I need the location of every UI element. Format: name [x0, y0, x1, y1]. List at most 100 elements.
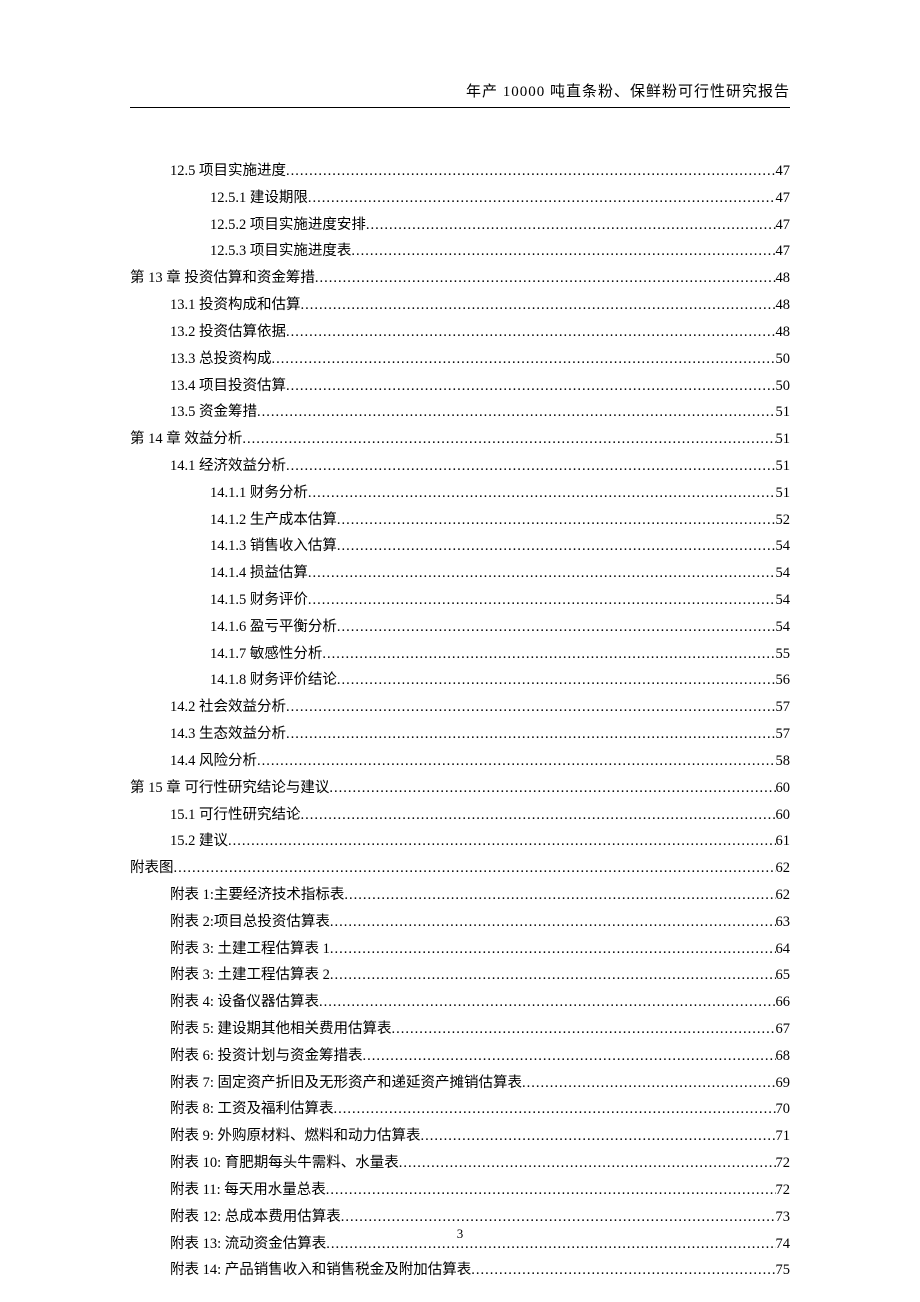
toc-entry-page: 57: [776, 694, 791, 721]
toc-dot-leader: [337, 667, 776, 694]
toc-entry-label: 附表 2:项目总投资估算表: [170, 909, 330, 936]
toc-dot-leader: [301, 292, 776, 319]
toc-dot-leader: [326, 1177, 776, 1204]
toc-entry-label: 附表 3: 土建工程估算表 1: [170, 936, 330, 963]
toc-entry-label: 14.1 经济效益分析: [170, 453, 286, 480]
toc-entry-label: 附表 5: 建设期其他相关费用估算表: [170, 1016, 392, 1043]
toc-dot-leader: [351, 238, 775, 265]
toc-dot-leader: [308, 587, 776, 614]
toc-entry-label: 13.4 项目投资估算: [170, 373, 286, 400]
toc-entry: 13.4 项目投资估算 50: [130, 373, 790, 400]
toc-entry: 附表 5: 建设期其他相关费用估算表67: [130, 1016, 790, 1043]
toc-entry-page: 51: [776, 480, 791, 507]
toc-entry-label: 14.2 社会效益分析: [170, 694, 286, 721]
toc-dot-leader: [308, 560, 776, 587]
toc-entry-page: 62: [776, 855, 791, 882]
toc-entry-label: 附表 7: 固定资产折旧及无形资产和递延资产摊销估算表: [170, 1070, 522, 1097]
toc-dot-leader: [257, 748, 776, 775]
toc-entry-label: 14.3 生态效益分析: [170, 721, 286, 748]
toc-dot-leader: [330, 936, 776, 963]
toc-entry-page: 64: [776, 936, 791, 963]
toc-entry-page: 54: [776, 614, 791, 641]
toc-dot-leader: [319, 989, 775, 1016]
toc-dot-leader: [337, 533, 776, 560]
toc-entry-label: 13.2 投资估算依据: [170, 319, 286, 346]
toc-entry-label: 附表图: [130, 855, 174, 882]
toc-entry: 附表 1:主要经济技术指标表62: [130, 882, 790, 909]
toc-entry-page: 47: [776, 185, 791, 212]
toc-entry-label: 14.1.2 生产成本估算: [210, 507, 337, 534]
toc-entry-page: 47: [776, 158, 791, 185]
toc-dot-leader: [228, 828, 776, 855]
toc-entry-page: 60: [776, 802, 791, 829]
toc-entry-label: 15.1 可行性研究结论: [170, 802, 301, 829]
toc-entry: 附表 11: 每天用水量总表72: [130, 1177, 790, 1204]
toc-entry-label: 14.1.8 财务评价结论: [210, 667, 337, 694]
toc-dot-leader: [421, 1123, 776, 1150]
toc-entry-page: 65: [776, 962, 791, 989]
toc-dot-leader: [471, 1257, 775, 1284]
toc-entry-page: 72: [776, 1150, 791, 1177]
toc-entry: 12.5.2 项目实施进度安排47: [130, 212, 790, 239]
toc-entry-label: 14.4 风险分析: [170, 748, 257, 775]
table-of-contents: 12.5 项目实施进度4712.5.1 建设期限4712.5.2 项目实施进度安…: [130, 158, 790, 1284]
toc-entry-label: 附表 14: 产品销售收入和销售税金及附加估算表: [170, 1257, 471, 1284]
toc-entry: 14.1 经济效益分析51: [130, 453, 790, 480]
toc-dot-leader: [315, 265, 776, 292]
toc-entry: 附表 9: 外购原材料、燃料和动力估算表71: [130, 1123, 790, 1150]
toc-entry: 14.4 风险分析58: [130, 748, 790, 775]
toc-entry-page: 51: [776, 426, 791, 453]
toc-entry-page: 57: [776, 721, 791, 748]
toc-entry-label: 12.5 项目实施进度: [170, 158, 286, 185]
toc-dot-leader: [337, 614, 776, 641]
toc-dot-leader: [392, 1016, 776, 1043]
toc-entry: 14.1.1 财务分析51: [130, 480, 790, 507]
toc-entry: 附表 10: 育肥期每头牛需料、水量表 72: [130, 1150, 790, 1177]
toc-entry: 13.5 资金筹措51: [130, 399, 790, 426]
toc-entry: 13.1 投资构成和估算48: [130, 292, 790, 319]
toc-entry-page: 54: [776, 560, 791, 587]
toc-entry-page: 66: [776, 989, 791, 1016]
toc-entry-page: 72: [776, 1177, 791, 1204]
toc-entry: 14.1.5 财务评价54: [130, 587, 790, 614]
toc-entry: 14.3 生态效益分析 57: [130, 721, 790, 748]
toc-entry-page: 54: [776, 587, 791, 614]
toc-entry-page: 55: [776, 641, 791, 668]
toc-entry-label: 第 13 章 投资估算和资金筹措: [130, 265, 315, 292]
toc-entry: 附表 3: 土建工程估算表 2 65: [130, 962, 790, 989]
toc-entry-label: 12.5.2 项目实施进度安排: [210, 212, 366, 239]
toc-entry-label: 12.5.1 建设期限: [210, 185, 308, 212]
toc-entry-label: 附表 8: 工资及福利估算表: [170, 1096, 334, 1123]
toc-entry-label: 附表 6: 投资计划与资金筹措表: [170, 1043, 363, 1070]
toc-entry-page: 48: [776, 319, 791, 346]
toc-entry-label: 附表 10: 育肥期每头牛需料、水量表: [170, 1150, 399, 1177]
toc-entry-label: 14.1.6 盈亏平衡分析: [210, 614, 337, 641]
toc-entry-label: 14.1.3 销售收入估算: [210, 533, 337, 560]
toc-dot-leader: [344, 882, 775, 909]
toc-entry-page: 47: [776, 238, 791, 265]
toc-entry: 附表 2:项目总投资估算表 63: [130, 909, 790, 936]
toc-dot-leader: [308, 480, 776, 507]
toc-entry-page: 63: [776, 909, 791, 936]
toc-entry-page: 51: [776, 399, 791, 426]
toc-dot-leader: [329, 775, 775, 802]
toc-entry: 12.5 项目实施进度 47: [130, 158, 790, 185]
toc-dot-leader: [286, 373, 776, 400]
toc-dot-leader: [522, 1070, 775, 1097]
toc-entry: 13.3 总投资构成50: [130, 346, 790, 373]
toc-entry-label: 附表 3: 土建工程估算表 2: [170, 962, 330, 989]
toc-entry-page: 50: [776, 373, 791, 400]
toc-entry: 14.1.7 敏感性分析 55: [130, 641, 790, 668]
toc-dot-leader: [399, 1150, 776, 1177]
toc-dot-leader: [322, 641, 775, 668]
toc-dot-leader: [366, 212, 776, 239]
toc-dot-leader: [286, 453, 776, 480]
toc-entry-page: 61: [776, 828, 791, 855]
toc-entry: 14.1.8 财务评价结论56: [130, 667, 790, 694]
toc-entry-label: 14.1.7 敏感性分析: [210, 641, 322, 668]
toc-entry-label: 第 14 章 效益分析: [130, 426, 242, 453]
toc-entry: 12.5.1 建设期限 47: [130, 185, 790, 212]
toc-entry: 14.2 社会效益分析 57: [130, 694, 790, 721]
toc-dot-leader: [286, 694, 776, 721]
toc-entry: 13.2 投资估算依据 48: [130, 319, 790, 346]
